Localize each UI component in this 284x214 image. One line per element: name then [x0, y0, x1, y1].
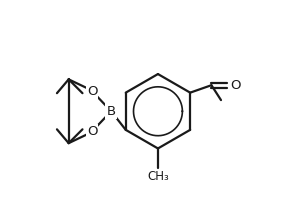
Text: O: O — [87, 85, 97, 98]
Text: CH₃: CH₃ — [147, 170, 169, 183]
Text: O: O — [87, 125, 97, 138]
Text: B: B — [106, 105, 116, 118]
Text: O: O — [231, 79, 241, 92]
